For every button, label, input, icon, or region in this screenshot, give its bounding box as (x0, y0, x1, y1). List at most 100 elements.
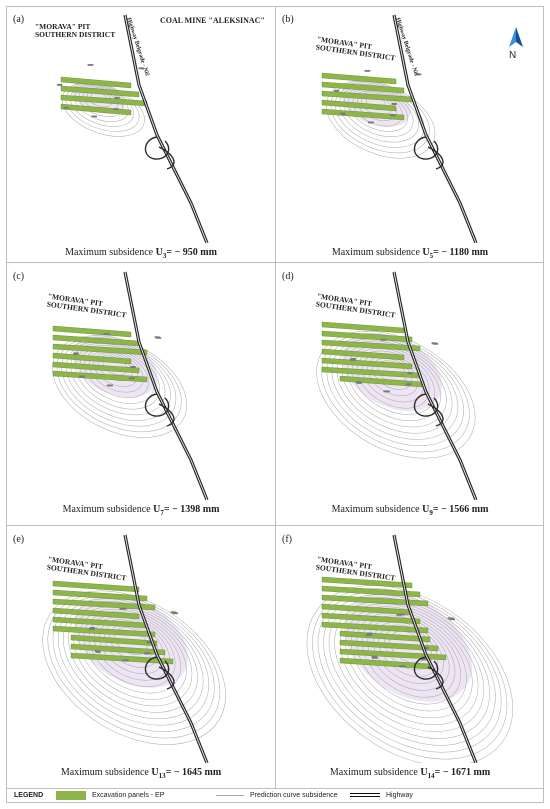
caption-number: − 950 mm (174, 247, 217, 258)
survey-point (90, 626, 96, 629)
map-panel-c: (c) "MORAVA" PIT SOUTHERN DISTRICT Maximum … (7, 264, 275, 520)
caption-symbol: U (155, 247, 163, 258)
survey-point (88, 64, 94, 66)
pit-label-line1: "MORAVA" PIT (35, 22, 91, 31)
caption-symbol: U (420, 767, 428, 778)
survey-point (389, 114, 395, 117)
subsidence-map-d (316, 271, 478, 500)
highway-interchange (413, 656, 444, 690)
caption-equals: = (166, 247, 175, 258)
excavation-panel (52, 598, 156, 611)
caption-subscript: 13 (158, 772, 166, 780)
excavation-panel (60, 76, 132, 89)
highway-interchange (144, 393, 175, 427)
excavation-panel (52, 361, 140, 374)
survey-point (105, 332, 111, 335)
excavation-panel (52, 352, 132, 365)
excavation-panel (52, 607, 140, 620)
panel-label: (f) (282, 534, 292, 545)
legend-highway-symbol (350, 793, 380, 797)
survey-point (351, 357, 357, 360)
caption-prefix: Maximum subsidence (329, 767, 421, 778)
caption-value: U7= − 1398 mm (153, 504, 220, 517)
map-panel-b: (b) "MORAVA" PIT SOUTHERN DISTRICT Highway … (276, 7, 544, 263)
legend-title: LEGEND (14, 792, 44, 799)
survey-point (63, 106, 69, 109)
panel-label: (d) (282, 271, 294, 282)
survey-point (423, 647, 429, 650)
prediction-contour (66, 84, 140, 132)
pit-label-line2: SOUTHERN DISTRICT (35, 30, 116, 39)
prediction-contour (343, 87, 414, 138)
highway-interchange (144, 136, 175, 170)
divider-horizontal-3 (6, 788, 544, 789)
survey-point (94, 650, 100, 652)
survey-point (383, 390, 389, 393)
highway-interchange (413, 136, 444, 170)
prediction-contour (316, 331, 476, 459)
excavation-panel (321, 585, 421, 598)
survey-point (367, 121, 373, 124)
prediction-contour (70, 85, 134, 127)
survey-point (371, 655, 377, 658)
excavation-panel (60, 85, 140, 98)
legend-excavation-label: Excavation panels - EP (92, 792, 165, 799)
excavation-panel (70, 634, 158, 647)
excavation-panel (321, 594, 429, 607)
caption-prefix: Maximum subsidence (62, 504, 154, 515)
survey-point (106, 384, 112, 387)
survey-point (114, 97, 120, 99)
highway-interchange (413, 393, 444, 427)
caption-prefix: Maximum subsidence (60, 767, 152, 778)
prediction-contour (336, 340, 453, 434)
excavation-panel (52, 580, 140, 593)
excavation-panel (321, 90, 413, 103)
north-label: N (509, 50, 517, 61)
prediction-contour (339, 603, 479, 726)
caption-number: − 1645 mm (173, 767, 222, 778)
excavation-panel (52, 370, 148, 383)
caption-subscript: 5 (429, 252, 434, 260)
excavation-panel (321, 612, 421, 625)
north-arrow-icon (509, 27, 523, 47)
panel-label: (a) (13, 14, 25, 25)
survey-point (122, 607, 128, 610)
caption-symbol: U (422, 504, 430, 515)
survey-point (139, 67, 145, 70)
prediction-contour (47, 593, 221, 739)
caption-value: U9= − 1566 mm (422, 504, 488, 517)
caption-number: − 1398 mm (172, 504, 220, 515)
caption-value: U13= − 1645 mm (151, 767, 222, 780)
subsidence-map-a (57, 14, 209, 243)
max-subsidence-caption: Maximum subsidence U13= − 1645 mm (7, 767, 275, 780)
caption-symbol: U (153, 504, 161, 515)
excavation-panel (321, 81, 405, 94)
caption-symbol: U (422, 247, 430, 258)
caption-equals: = (163, 504, 173, 515)
survey-point (334, 89, 340, 92)
caption-equals: = (434, 767, 443, 778)
caption-subscript: 3 (162, 252, 167, 260)
excavation-panel (339, 375, 423, 388)
caption-symbol: U (151, 767, 159, 778)
legend-prediction-label: Prediction curve subsidence (250, 792, 338, 799)
prediction-contour (348, 89, 408, 132)
divider-vertical (275, 6, 276, 788)
north-arrow: N (506, 26, 526, 66)
excavation-panel (321, 99, 397, 112)
prediction-contour (345, 606, 473, 719)
legend-excavation-swatch (56, 791, 86, 800)
survey-point (57, 83, 63, 86)
excavation-panel (52, 325, 132, 338)
mine-title: COAL MINE "ALEKSINAC" (160, 16, 265, 25)
caption-subscript: 7 (160, 509, 164, 517)
excavation-panel (339, 639, 439, 652)
survey-point (365, 70, 371, 72)
survey-point (421, 658, 427, 661)
excavation-panel (339, 657, 431, 670)
caption-value: U14= − 1671 mm (420, 767, 490, 780)
excavation-panel (321, 576, 413, 589)
excavation-panel (52, 343, 148, 356)
subsidence-map-b (321, 14, 478, 243)
survey-point (122, 659, 128, 662)
